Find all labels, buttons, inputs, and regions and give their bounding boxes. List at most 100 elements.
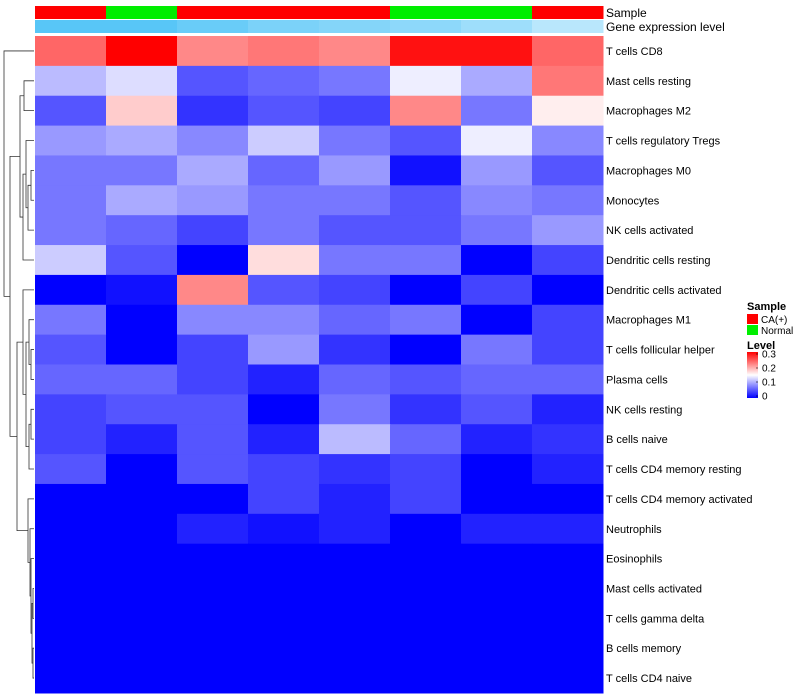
dendrogram-branch	[27, 498, 34, 563]
dendrogram-branch	[22, 173, 34, 261]
heatmap-cell	[390, 65, 462, 97]
sample-annotation-cell	[248, 6, 320, 19]
heatmap-cell	[248, 36, 320, 67]
heatmap-cell	[461, 274, 533, 306]
heatmap-cell	[177, 215, 249, 246]
heatmap-cell	[319, 155, 391, 186]
heatmap-cell	[532, 573, 604, 604]
dendrogram-branch	[3, 50, 34, 297]
heatmap-cell	[106, 36, 178, 67]
heatmap-cell	[106, 155, 178, 186]
heatmap-cell	[106, 394, 178, 425]
sample-annotation-cell	[106, 6, 178, 19]
dendrogram-branch	[28, 423, 34, 470]
legend-sample-swatch	[747, 314, 758, 324]
heatmap-cell	[248, 274, 320, 306]
heatmap-cell	[106, 185, 178, 216]
heatmap-cell	[35, 125, 107, 156]
heatmap-cell	[532, 513, 604, 545]
heatmap-cell	[106, 573, 178, 604]
heatmap-cell	[177, 185, 249, 216]
expression-annotation-cell	[532, 20, 604, 33]
heatmap-cell	[248, 543, 320, 575]
row-label: Eosinophils	[606, 554, 663, 566]
heatmap-cell	[106, 125, 178, 156]
heatmap-cell	[106, 513, 178, 545]
heatmap-cell	[532, 483, 604, 515]
dendrogram-branch	[32, 588, 34, 619]
row-label: Macrophages M2	[606, 106, 691, 118]
heatmap-cell	[532, 334, 604, 365]
heatmap-cell	[390, 483, 462, 515]
legend: Sample Level CA(+)Normal 0.3 0.2 0.1 0	[747, 301, 793, 403]
heatmap-cell	[248, 483, 320, 515]
heatmap-cell	[532, 65, 604, 97]
heatmap-cell	[532, 125, 604, 156]
heatmap-cell	[248, 394, 320, 425]
heatmap-cell	[461, 454, 533, 485]
heatmap-cell	[177, 603, 249, 634]
heatmap-cell	[106, 603, 178, 634]
heatmap-cell	[248, 304, 320, 336]
heatmap-cell	[461, 125, 533, 156]
heatmap-cell	[35, 215, 107, 246]
heatmap-cell	[319, 245, 391, 276]
row-label: B cells naive	[606, 434, 668, 446]
heatmap-cell	[35, 36, 107, 67]
legend-tick-label: 0	[762, 392, 768, 403]
heatmap-cell	[248, 185, 320, 216]
row-label: T cells gamma delta	[606, 613, 705, 625]
heatmap-cell	[35, 274, 107, 306]
heatmap-cell	[248, 155, 320, 186]
heatmap-cell	[106, 215, 178, 246]
heatmap-cell	[532, 394, 604, 425]
heatmap-cell	[106, 364, 178, 395]
heatmap-cell	[35, 364, 107, 395]
heatmap-cell	[390, 454, 462, 485]
heatmap-cell	[461, 36, 533, 67]
heatmap-cell	[390, 334, 462, 365]
sample-annotation-cell	[35, 6, 107, 19]
heatmap-cell	[532, 185, 604, 216]
expression-annotation-cell	[35, 20, 107, 33]
row-label: Mast cells activated	[606, 583, 702, 595]
heatmap-cell	[319, 125, 391, 156]
heatmap-cell	[106, 334, 178, 365]
heatmap-cell	[390, 543, 462, 575]
heatmap-cell	[390, 245, 462, 276]
heatmap-cell	[177, 454, 249, 485]
row-label: B cells memory	[606, 643, 682, 655]
heatmap-cell	[532, 95, 604, 127]
heatmap-cell	[319, 513, 391, 545]
heatmap-cell	[390, 394, 462, 425]
heatmap-cell	[319, 334, 391, 365]
heatmap-cell	[319, 603, 391, 634]
heatmap-cell	[248, 424, 320, 455]
row-label: T cells CD4 memory activated	[606, 494, 753, 506]
heatmap-cell	[532, 603, 604, 634]
heatmap-cell	[177, 95, 249, 127]
heatmap-cell	[461, 663, 533, 694]
heatmap-cell	[35, 155, 107, 186]
heatmap-cell	[532, 245, 604, 276]
heatmap-cell	[532, 543, 604, 575]
row-label: T cells CD8	[606, 46, 663, 58]
heatmap-cell	[177, 573, 249, 604]
heatmap-cell	[390, 125, 462, 156]
heatmap-cell	[35, 65, 107, 97]
heatmap-cell	[319, 394, 391, 425]
heatmap-cell	[106, 245, 178, 276]
heatmap-cell	[319, 364, 391, 395]
legend-sample-label: Normal	[761, 326, 793, 337]
heatmap-cell	[177, 483, 249, 515]
heatmap-cell	[532, 364, 604, 395]
heatmap-cell	[177, 155, 249, 186]
legend-tick-label: 0.2	[762, 364, 776, 375]
heatmap-cell	[248, 663, 320, 694]
row-label: T cells follicular helper	[606, 345, 715, 357]
heatmap-cell	[177, 65, 249, 97]
heatmap-cell	[532, 274, 604, 306]
row-label: T cells CD4 naive	[606, 673, 692, 685]
heatmap-cell	[248, 513, 320, 545]
heatmap-cell	[35, 603, 107, 634]
